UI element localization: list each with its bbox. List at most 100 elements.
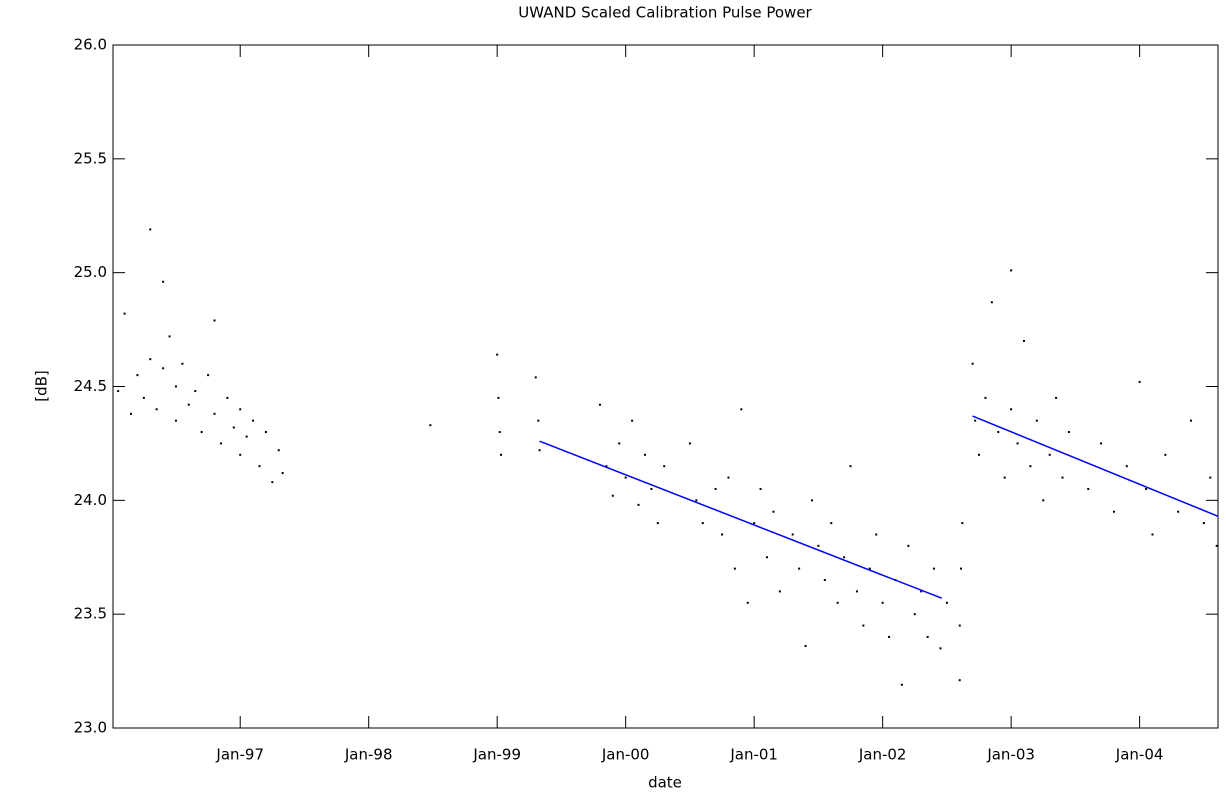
data-point bbox=[961, 522, 964, 525]
data-point bbox=[194, 390, 197, 393]
data-point bbox=[1138, 380, 1141, 383]
data-point bbox=[830, 522, 833, 525]
data-point bbox=[862, 624, 865, 627]
data-point bbox=[798, 567, 801, 570]
data-point bbox=[939, 647, 942, 650]
data-point bbox=[500, 453, 503, 456]
data-point bbox=[1112, 510, 1115, 513]
data-point bbox=[958, 679, 961, 682]
data-point bbox=[663, 465, 666, 468]
data-point bbox=[226, 396, 229, 399]
data-point bbox=[496, 353, 499, 356]
data-point bbox=[174, 385, 177, 388]
data-point bbox=[990, 301, 993, 304]
data-point bbox=[1190, 419, 1193, 422]
data-point bbox=[624, 476, 627, 479]
data-point bbox=[162, 367, 165, 370]
data-point bbox=[1100, 442, 1103, 445]
x-tick-label: Jan-04 bbox=[1115, 746, 1164, 764]
y-tick-label: 25.5 bbox=[74, 149, 107, 167]
data-point bbox=[537, 419, 540, 422]
data-point bbox=[817, 544, 820, 547]
data-point bbox=[219, 442, 222, 445]
data-point bbox=[149, 228, 152, 231]
data-point bbox=[945, 601, 948, 604]
data-point bbox=[740, 408, 743, 411]
chart-title: UWAND Scaled Calibration Pulse Power bbox=[518, 4, 812, 22]
data-point bbox=[1010, 408, 1013, 411]
data-point bbox=[534, 376, 537, 379]
data-point bbox=[136, 374, 139, 377]
data-point bbox=[1215, 544, 1218, 547]
data-point bbox=[1177, 510, 1180, 513]
data-point bbox=[1048, 453, 1051, 456]
data-point bbox=[1035, 419, 1038, 422]
x-tick-label: Jan-99 bbox=[472, 746, 521, 764]
plot-frame bbox=[112, 44, 1219, 729]
data-point bbox=[997, 431, 1000, 434]
data-point bbox=[611, 494, 614, 497]
data-point bbox=[974, 419, 977, 422]
data-point bbox=[123, 312, 126, 315]
data-point bbox=[1003, 476, 1006, 479]
data-point bbox=[538, 449, 541, 452]
data-point bbox=[868, 567, 871, 570]
data-point bbox=[1022, 339, 1025, 342]
data-point bbox=[271, 481, 274, 484]
data-point bbox=[1087, 487, 1090, 490]
data-point bbox=[277, 449, 280, 452]
data-point bbox=[1055, 396, 1058, 399]
data-point bbox=[650, 487, 653, 490]
data-point bbox=[605, 465, 608, 468]
x-tick-label: Jan-03 bbox=[986, 746, 1035, 764]
data-point bbox=[181, 362, 184, 365]
data-point bbox=[701, 522, 704, 525]
y-tick-label: 23.0 bbox=[74, 719, 107, 737]
data-point bbox=[753, 522, 756, 525]
data-point bbox=[1029, 465, 1032, 468]
data-point bbox=[1151, 533, 1154, 536]
data-point bbox=[498, 431, 501, 434]
y-tick-label: 23.5 bbox=[74, 605, 107, 623]
data-point bbox=[881, 601, 884, 604]
data-point bbox=[239, 453, 242, 456]
data-point bbox=[960, 567, 963, 570]
data-point bbox=[174, 419, 177, 422]
data-point bbox=[598, 403, 601, 406]
x-axis-label: date bbox=[648, 774, 682, 792]
y-tick-label: 25.0 bbox=[74, 263, 107, 281]
data-point bbox=[1010, 269, 1013, 272]
data-point bbox=[155, 408, 158, 411]
data-point bbox=[207, 374, 210, 377]
data-point bbox=[958, 624, 961, 627]
data-point bbox=[618, 442, 621, 445]
data-point bbox=[759, 487, 762, 490]
data-point bbox=[656, 522, 659, 525]
data-point bbox=[733, 567, 736, 570]
data-point bbox=[849, 465, 852, 468]
data-point bbox=[688, 442, 691, 445]
y-tick-label: 26.0 bbox=[74, 36, 107, 54]
data-point bbox=[978, 453, 981, 456]
data-point bbox=[778, 590, 781, 593]
x-tick-label: Jan-98 bbox=[344, 746, 393, 764]
fit-line bbox=[972, 415, 1219, 517]
data-point bbox=[497, 396, 500, 399]
data-point bbox=[213, 412, 216, 415]
data-point bbox=[252, 419, 255, 422]
data-point bbox=[213, 319, 216, 322]
data-point bbox=[281, 472, 284, 475]
data-point bbox=[714, 487, 717, 490]
data-point bbox=[804, 645, 807, 648]
data-point bbox=[926, 635, 929, 638]
data-point bbox=[142, 396, 145, 399]
x-tick-label: Jan-00 bbox=[601, 746, 650, 764]
data-point bbox=[1061, 476, 1064, 479]
data-point bbox=[843, 556, 846, 559]
data-point bbox=[631, 419, 634, 422]
data-point bbox=[933, 567, 936, 570]
data-point bbox=[149, 358, 152, 361]
data-point bbox=[971, 362, 974, 365]
data-point bbox=[1042, 499, 1045, 502]
